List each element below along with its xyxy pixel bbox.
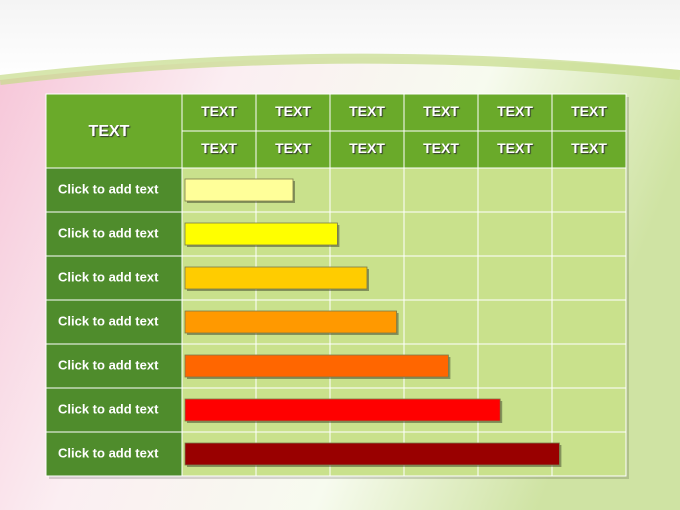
category-cell bbox=[45, 431, 183, 477]
category-label: Click to add text bbox=[58, 401, 159, 416]
bar bbox=[184, 398, 501, 422]
bar bbox=[184, 442, 560, 466]
column-label: TEXT bbox=[423, 140, 459, 156]
bar bbox=[184, 310, 398, 334]
column-label: TEXT bbox=[571, 103, 607, 119]
data-cell bbox=[551, 431, 627, 477]
data-cell bbox=[551, 299, 627, 345]
category-label: Click to add text bbox=[58, 445, 159, 460]
column-label: TEXT bbox=[275, 140, 311, 156]
category-cell bbox=[45, 387, 183, 433]
column-label: TEXT bbox=[201, 103, 237, 119]
data-cell bbox=[551, 167, 627, 213]
data-cell bbox=[551, 211, 627, 257]
category-cell bbox=[45, 167, 183, 213]
category-label: Click to add text bbox=[58, 181, 159, 196]
bar bbox=[184, 354, 449, 378]
data-cell bbox=[477, 343, 553, 389]
data-cell bbox=[403, 211, 479, 257]
data-cell bbox=[477, 167, 553, 213]
data-cell bbox=[403, 255, 479, 301]
data-cell bbox=[551, 343, 627, 389]
data-cell bbox=[477, 211, 553, 257]
header-cell bbox=[181, 93, 257, 132]
data-cell bbox=[477, 299, 553, 345]
category-cell bbox=[45, 211, 183, 257]
data-cell bbox=[329, 211, 405, 257]
data-cell bbox=[403, 167, 479, 213]
data-cell bbox=[403, 299, 479, 345]
column-label: TEXT bbox=[571, 140, 607, 156]
column-label: TEXT bbox=[201, 140, 237, 156]
category-label: Click to add text bbox=[58, 225, 159, 240]
bar bbox=[184, 178, 294, 202]
swoosh bbox=[0, 53, 680, 85]
column-label: TEXT bbox=[275, 103, 311, 119]
column-label: TEXT bbox=[497, 140, 533, 156]
header-cell bbox=[551, 130, 627, 169]
bar bbox=[184, 266, 368, 290]
category-cell bbox=[45, 255, 183, 301]
category-label: Click to add text bbox=[58, 357, 159, 372]
data-cell bbox=[551, 387, 627, 433]
data-cell bbox=[329, 167, 405, 213]
header-cell bbox=[403, 93, 479, 132]
category-label: Click to add text bbox=[58, 313, 159, 328]
data-cell bbox=[551, 255, 627, 301]
bar bbox=[184, 222, 338, 246]
table: TEXT TEXT TEXT TEXT TEXT TEXT TEXT TEXT TEXT TEXT… bbox=[45, 93, 627, 477]
column-label: TEXT bbox=[349, 140, 385, 156]
category-label: Click to add text bbox=[58, 269, 159, 284]
data-cell bbox=[477, 255, 553, 301]
chart-title: TEXT bbox=[89, 123, 130, 140]
column-label: TEXT bbox=[497, 103, 533, 119]
column-label: TEXT bbox=[349, 103, 385, 119]
column-label: TEXT bbox=[423, 103, 459, 119]
